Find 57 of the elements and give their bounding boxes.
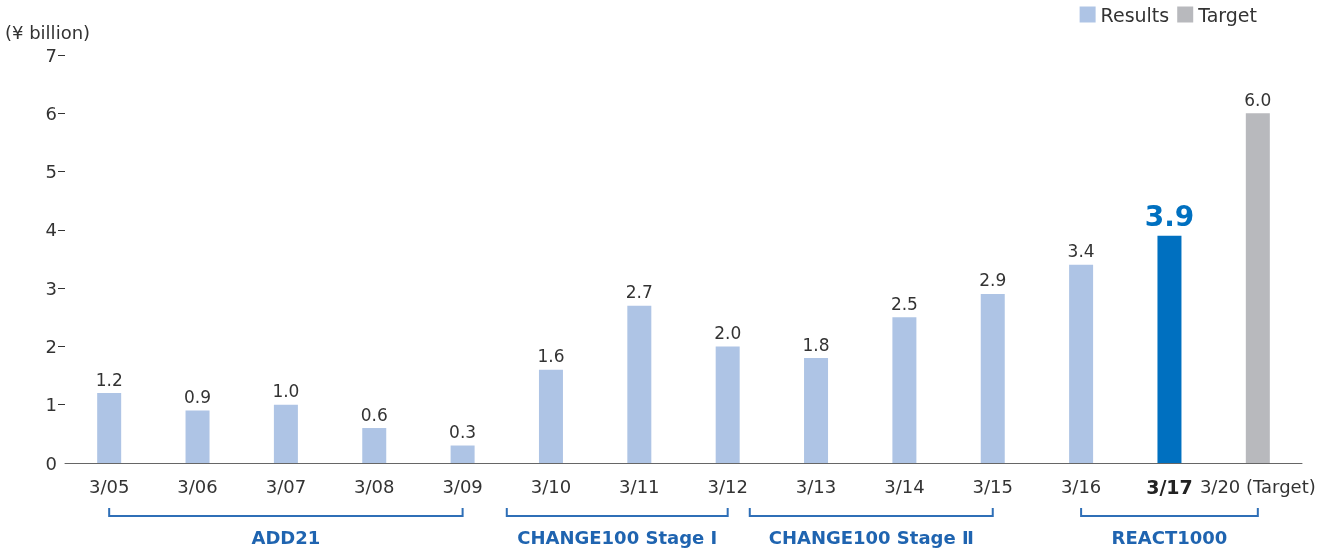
y-tick-label: 2 bbox=[45, 335, 57, 357]
data-label: 0.3 bbox=[449, 422, 477, 443]
y-tick-label: 4 bbox=[45, 219, 57, 241]
data-label: 1.8 bbox=[802, 334, 830, 355]
y-tick-label: 5 bbox=[45, 161, 57, 183]
data-label: 1.2 bbox=[95, 369, 123, 390]
x-tick-label: 3/09 bbox=[442, 475, 483, 497]
y-tick-label: 1 bbox=[45, 394, 57, 416]
x-tick-label: 3/06 bbox=[177, 475, 218, 497]
bar bbox=[273, 404, 298, 463]
bar bbox=[627, 305, 652, 463]
x-tick-label: 3/12 bbox=[707, 475, 748, 497]
bar bbox=[804, 358, 829, 463]
y-tick-label: 7 bbox=[45, 44, 57, 66]
data-label: 0.9 bbox=[184, 387, 212, 408]
bar bbox=[362, 428, 387, 463]
data-label: 2.9 bbox=[979, 270, 1007, 291]
x-tick-label: 3/08 bbox=[354, 475, 395, 497]
y-tick-label: 3 bbox=[45, 277, 57, 299]
bar bbox=[1157, 235, 1182, 463]
y-axis-title: (¥ billion) bbox=[5, 21, 91, 43]
data-label: 6.0 bbox=[1244, 89, 1272, 110]
x-tick-label: 3/07 bbox=[265, 475, 307, 497]
legend-label: Target bbox=[1197, 3, 1257, 26]
x-tick-label: 3/17 bbox=[1146, 475, 1193, 498]
y-tick-label: 6 bbox=[45, 102, 57, 124]
data-label: 1.6 bbox=[537, 346, 565, 367]
x-tick-label: 3/14 bbox=[884, 475, 925, 497]
legend-label: Results bbox=[1100, 3, 1170, 26]
x-tick-label: 3/05 bbox=[88, 475, 130, 497]
bar bbox=[715, 346, 740, 463]
bar bbox=[185, 410, 210, 463]
data-label: 1.0 bbox=[272, 381, 300, 402]
bar bbox=[980, 293, 1005, 463]
data-label: 2.0 bbox=[714, 322, 742, 343]
x-tick-label: 3/15 bbox=[972, 475, 1013, 497]
bar bbox=[450, 445, 475, 463]
bar bbox=[538, 369, 563, 463]
bar bbox=[1245, 113, 1270, 463]
data-label: 0.6 bbox=[360, 404, 388, 425]
text: CHANGE100 Stage Ⅱ bbox=[768, 527, 974, 548]
x-tick-label: 3/16 bbox=[1060, 475, 1102, 497]
data-label: 3.9 bbox=[1144, 200, 1195, 234]
x-tick-label: 3/13 bbox=[795, 475, 837, 497]
x-tick-label: 3/20 (Target) bbox=[1199, 475, 1316, 497]
y-tick-label: 0 bbox=[45, 452, 57, 474]
x-tick-label: 3/11 bbox=[619, 475, 660, 497]
data-label: 3.4 bbox=[1067, 241, 1095, 262]
text: CHANGE100 Stage Ⅰ bbox=[517, 527, 718, 548]
data-label: 2.7 bbox=[625, 282, 653, 303]
text: REACT1000 bbox=[1111, 527, 1228, 548]
bar bbox=[97, 393, 122, 463]
bar bbox=[892, 317, 917, 463]
bar bbox=[1069, 264, 1094, 463]
text: ADD21 bbox=[251, 527, 321, 548]
data-label: 2.5 bbox=[890, 293, 918, 314]
x-tick-label: 3/10 bbox=[530, 475, 572, 497]
